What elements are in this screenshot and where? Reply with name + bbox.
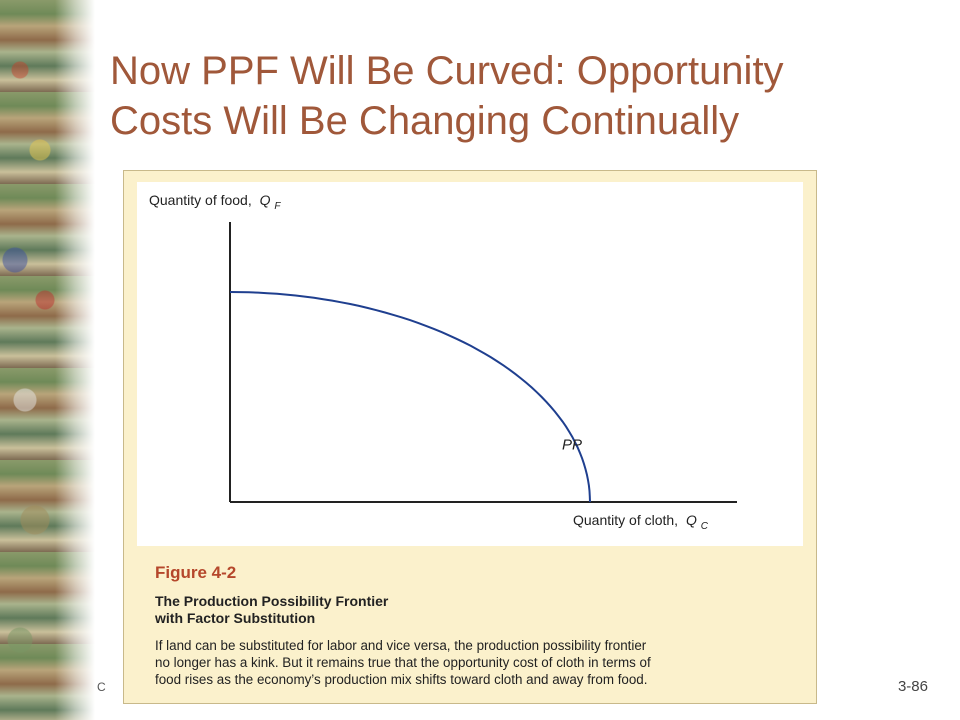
figure-body: If land can be substituted for labor and… [155, 637, 805, 688]
figure-number: Figure 4-2 [155, 563, 237, 582]
figure-body-line-2: no longer has a kink. But it remains tru… [155, 655, 651, 670]
x-axis-label-subscript: C [701, 521, 709, 532]
slide-number: 3-86 [897, 678, 928, 695]
y-axis-label: Quantity of food, Q F [149, 192, 281, 212]
figure-body-line-1: If land can be substituted for labor and… [155, 638, 647, 653]
ppf-chart: Quantity of food, Q F Quantity of cloth,… [149, 192, 737, 532]
x-axis-label-text: Quantity of cloth, [573, 512, 678, 528]
figure-title-line-1: The Production Possibility Frontier [155, 593, 389, 609]
x-axis-label-symbol: Q [686, 512, 697, 528]
slide-title: Now PPF Will Be Curved: Opportunity Cost… [110, 46, 930, 146]
chart-panel: Quantity of food, Q F Quantity of cloth,… [137, 182, 803, 546]
slide-title-line-2: Costs Will Be Changing Continually [110, 99, 740, 143]
ppf-curve [229, 291, 591, 503]
decorative-side-band [0, 0, 95, 720]
figure-title-line-2: with Factor Substitution [155, 610, 316, 626]
ppf-curve-label: PP [562, 437, 582, 454]
y-axis-label-subscript: F [274, 201, 281, 212]
figure-body-line-3: food rises as the economy’s production m… [155, 672, 648, 687]
figure-title: The Production Possibility Frontier with… [155, 593, 805, 627]
figure-caption: Figure 4-2 The Production Possibility Fr… [155, 563, 805, 688]
y-axis-label-symbol: Q [260, 192, 271, 208]
y-axis-label-text: Quantity of food, [149, 192, 252, 208]
x-axis-label: Quantity of cloth, Q C [573, 512, 709, 532]
slide-title-line-1: Now PPF Will Be Curved: Opportunity [110, 49, 784, 93]
footer-copyright: C [97, 680, 106, 694]
